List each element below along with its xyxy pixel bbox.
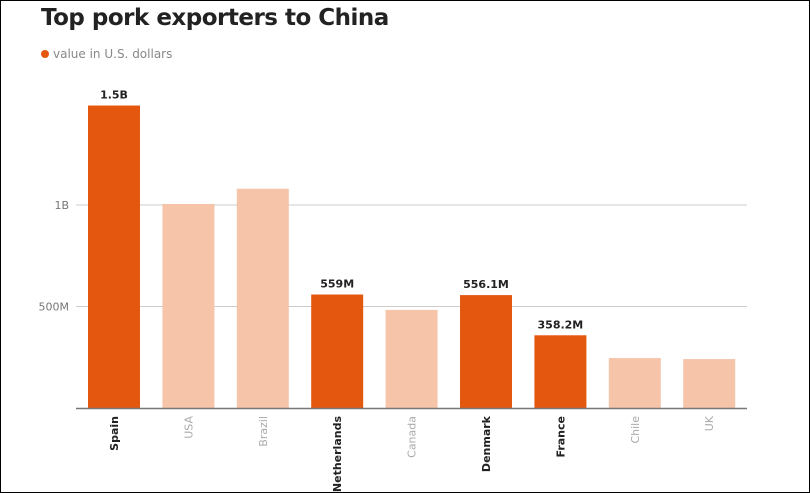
x-tick-label: Denmark — [480, 415, 493, 472]
data-label: 556.1M — [463, 278, 509, 291]
x-tick-label: UK — [703, 415, 716, 431]
bar — [88, 105, 140, 408]
legend: value in U.S. dollars — [41, 47, 172, 61]
bar — [460, 295, 512, 408]
x-tick-label: Spain — [108, 416, 121, 451]
bar — [608, 358, 661, 408]
legend-swatch — [41, 50, 49, 58]
bar — [534, 335, 587, 408]
data-label: 1.5B — [100, 89, 128, 102]
x-tick-label: Brazil — [257, 416, 270, 447]
y-tick-label: 1B — [54, 199, 69, 212]
bar — [683, 359, 736, 408]
legend-label: value in U.S. dollars — [53, 47, 173, 61]
bar — [311, 294, 364, 408]
x-tick-label: France — [554, 416, 567, 457]
x-tick-label: Canada — [406, 416, 419, 458]
bar — [385, 309, 438, 408]
data-label: 559M — [320, 278, 354, 291]
y-tick-label: 500M — [39, 301, 70, 314]
x-tick-label: Netherlands — [331, 416, 344, 492]
x-tick-label: USA — [182, 416, 195, 439]
chart-title: Top pork exporters to China — [41, 5, 389, 31]
bar — [162, 203, 215, 408]
x-tick-label: Chile — [629, 416, 642, 444]
data-label: 358.2M — [538, 318, 584, 331]
bar — [236, 188, 289, 408]
